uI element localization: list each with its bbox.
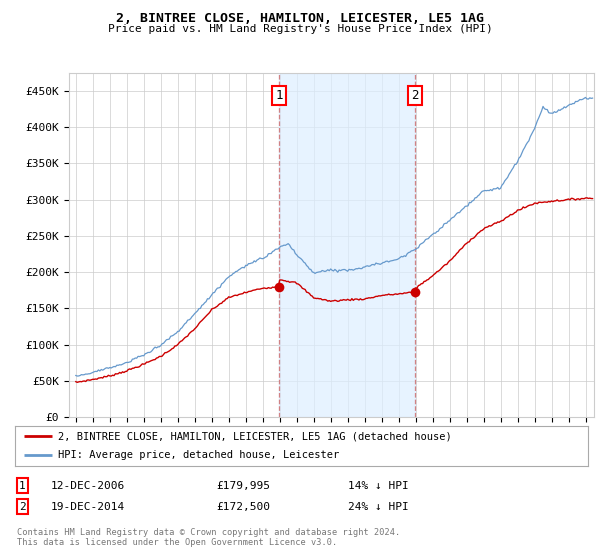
Text: Price paid vs. HM Land Registry's House Price Index (HPI): Price paid vs. HM Land Registry's House … [107,24,493,34]
Text: 24% ↓ HPI: 24% ↓ HPI [348,502,409,512]
Text: 2: 2 [411,88,419,102]
Text: 2: 2 [19,502,26,512]
Text: Contains HM Land Registry data © Crown copyright and database right 2024.
This d: Contains HM Land Registry data © Crown c… [17,528,400,547]
Text: 19-DEC-2014: 19-DEC-2014 [51,502,125,512]
Text: 12-DEC-2006: 12-DEC-2006 [51,480,125,491]
Text: 1: 1 [19,480,26,491]
Text: 2, BINTREE CLOSE, HAMILTON, LEICESTER, LE5 1AG: 2, BINTREE CLOSE, HAMILTON, LEICESTER, L… [116,12,484,25]
Text: £172,500: £172,500 [216,502,270,512]
Text: 1: 1 [275,88,283,102]
Text: 14% ↓ HPI: 14% ↓ HPI [348,480,409,491]
Text: HPI: Average price, detached house, Leicester: HPI: Average price, detached house, Leic… [58,450,339,460]
Text: £179,995: £179,995 [216,480,270,491]
Text: 2, BINTREE CLOSE, HAMILTON, LEICESTER, LE5 1AG (detached house): 2, BINTREE CLOSE, HAMILTON, LEICESTER, L… [58,432,452,441]
Bar [279,73,415,417]
